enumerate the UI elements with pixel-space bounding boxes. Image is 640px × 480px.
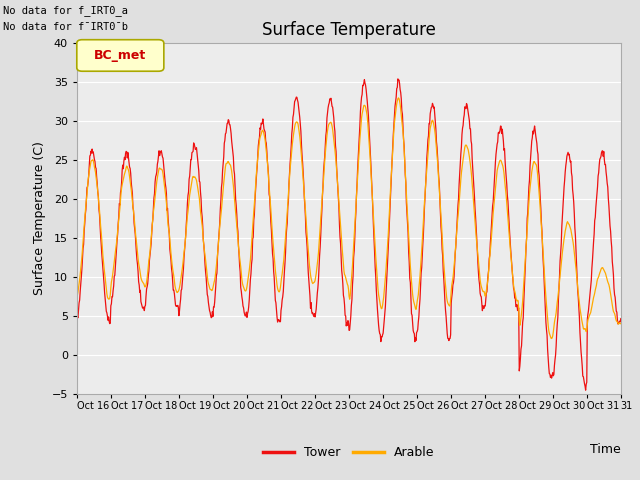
- Arable: [394, 98, 401, 104]
- Line: Tower: Tower: [77, 79, 621, 390]
- Tower: [394, 76, 402, 82]
- Tower: [591, 217, 598, 223]
- Tower: [617, 316, 625, 322]
- Arable: [299, 168, 307, 174]
- Arable: [591, 290, 598, 296]
- Arable: [73, 295, 81, 300]
- FancyBboxPatch shape: [77, 40, 164, 71]
- Tower: [600, 154, 607, 159]
- Arable: [99, 253, 107, 259]
- Legend: Tower, Arable: Tower, Arable: [258, 442, 440, 465]
- Tower: [582, 387, 589, 393]
- Text: BC_met: BC_met: [94, 49, 147, 62]
- Text: No data for f¯IRT0¯b: No data for f¯IRT0¯b: [3, 22, 128, 32]
- Tower: [174, 302, 182, 308]
- Arable: [548, 336, 556, 341]
- Y-axis label: Surface Temperature (C): Surface Temperature (C): [33, 142, 46, 295]
- Tower: [299, 159, 307, 165]
- Tower: [73, 314, 81, 320]
- Arable: [600, 266, 607, 272]
- Text: No data for f_IRT0_a: No data for f_IRT0_a: [3, 5, 128, 16]
- Arable: [395, 95, 403, 101]
- Tower: [99, 267, 107, 273]
- Arable: [174, 289, 182, 295]
- Line: Arable: Arable: [77, 98, 621, 338]
- Title: Surface Temperature: Surface Temperature: [262, 21, 436, 39]
- Arable: [617, 321, 625, 326]
- Text: Time: Time: [590, 443, 621, 456]
- Tower: [394, 84, 401, 90]
